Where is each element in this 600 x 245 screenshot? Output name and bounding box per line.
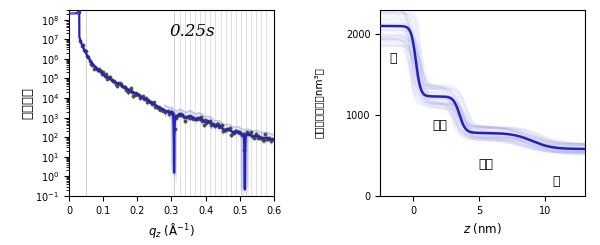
Text: 電子密度（個／nm³）: 電子密度（個／nm³） xyxy=(314,67,324,138)
Text: 黒锈: 黒锈 xyxy=(432,119,447,132)
Text: 水: 水 xyxy=(552,174,560,187)
X-axis label: $z$ (nm): $z$ (nm) xyxy=(463,221,502,236)
Text: 鉄: 鉄 xyxy=(389,52,397,65)
Text: 0.25s: 0.25s xyxy=(169,23,215,40)
Y-axis label: 散射强度: 散射强度 xyxy=(21,87,34,119)
X-axis label: $q_z$ (Å$^{-1}$): $q_z$ (Å$^{-1}$) xyxy=(148,221,195,240)
Text: 外層: 外層 xyxy=(478,158,493,171)
